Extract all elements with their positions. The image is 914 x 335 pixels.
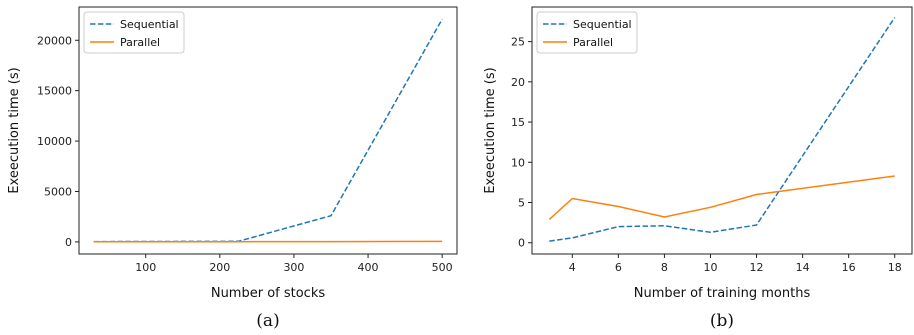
x-tick-label: 16 <box>842 261 856 274</box>
x-tick-label: 200 <box>209 261 230 274</box>
y-axis-label: Exeecution time (s) <box>7 67 22 193</box>
panel-caption: (a) <box>256 311 279 331</box>
x-axis-label: Number of training months <box>634 286 811 301</box>
x-tick-label: 14 <box>796 261 810 274</box>
plot-frame <box>78 6 458 255</box>
x-tick-label: 400 <box>358 261 379 274</box>
x-tick-label: 300 <box>283 261 304 274</box>
y-tick-label: 0 <box>65 236 72 249</box>
y-tick-label: 10 <box>511 156 525 169</box>
x-tick-label: 6 <box>615 261 622 274</box>
x-tick-label: 12 <box>750 261 764 274</box>
legend-label-parallel: Parallel <box>573 36 613 49</box>
x-tick-label: 4 <box>569 261 576 274</box>
x-tick-label: 500 <box>432 261 453 274</box>
series-line-parallel <box>548 175 895 220</box>
x-tick-label: 8 <box>661 261 668 274</box>
y-tick-label: 5 <box>518 197 525 210</box>
x-tick-label: 100 <box>135 261 156 274</box>
x-tick-label: 18 <box>888 261 902 274</box>
y-tick-label: 10000 <box>37 135 72 148</box>
y-tick-label: 15000 <box>37 85 72 98</box>
y-axis-label: Exeecution time (s) <box>483 67 498 193</box>
chart-a: 100 200 300 400 50005000100001500020000Numbe… <box>7 6 458 331</box>
y-tick-label: 5000 <box>44 185 72 198</box>
panel-caption: (b) <box>710 311 734 331</box>
chart-b: 4 6 8 10 12 14 16 18 0 5 10 15 20 25 Number of trainin… <box>483 6 913 331</box>
series-line-sequential <box>549 17 896 242</box>
y-tick-label: 0 <box>518 237 525 250</box>
x-axis-label: Number of stocks <box>211 286 326 301</box>
y-tick-label: 20 <box>511 76 525 89</box>
y-tick-label: 25 <box>511 36 525 49</box>
x-tick-label: 10 <box>703 261 717 274</box>
y-tick-label: 20000 <box>37 34 72 47</box>
legend-label-sequential: Sequential <box>120 18 179 31</box>
legend-label-parallel: Parallel <box>120 36 160 49</box>
plot-frame <box>531 6 913 255</box>
y-tick-label: 15 <box>511 116 525 129</box>
legend-label-sequential: Sequential <box>573 18 632 31</box>
